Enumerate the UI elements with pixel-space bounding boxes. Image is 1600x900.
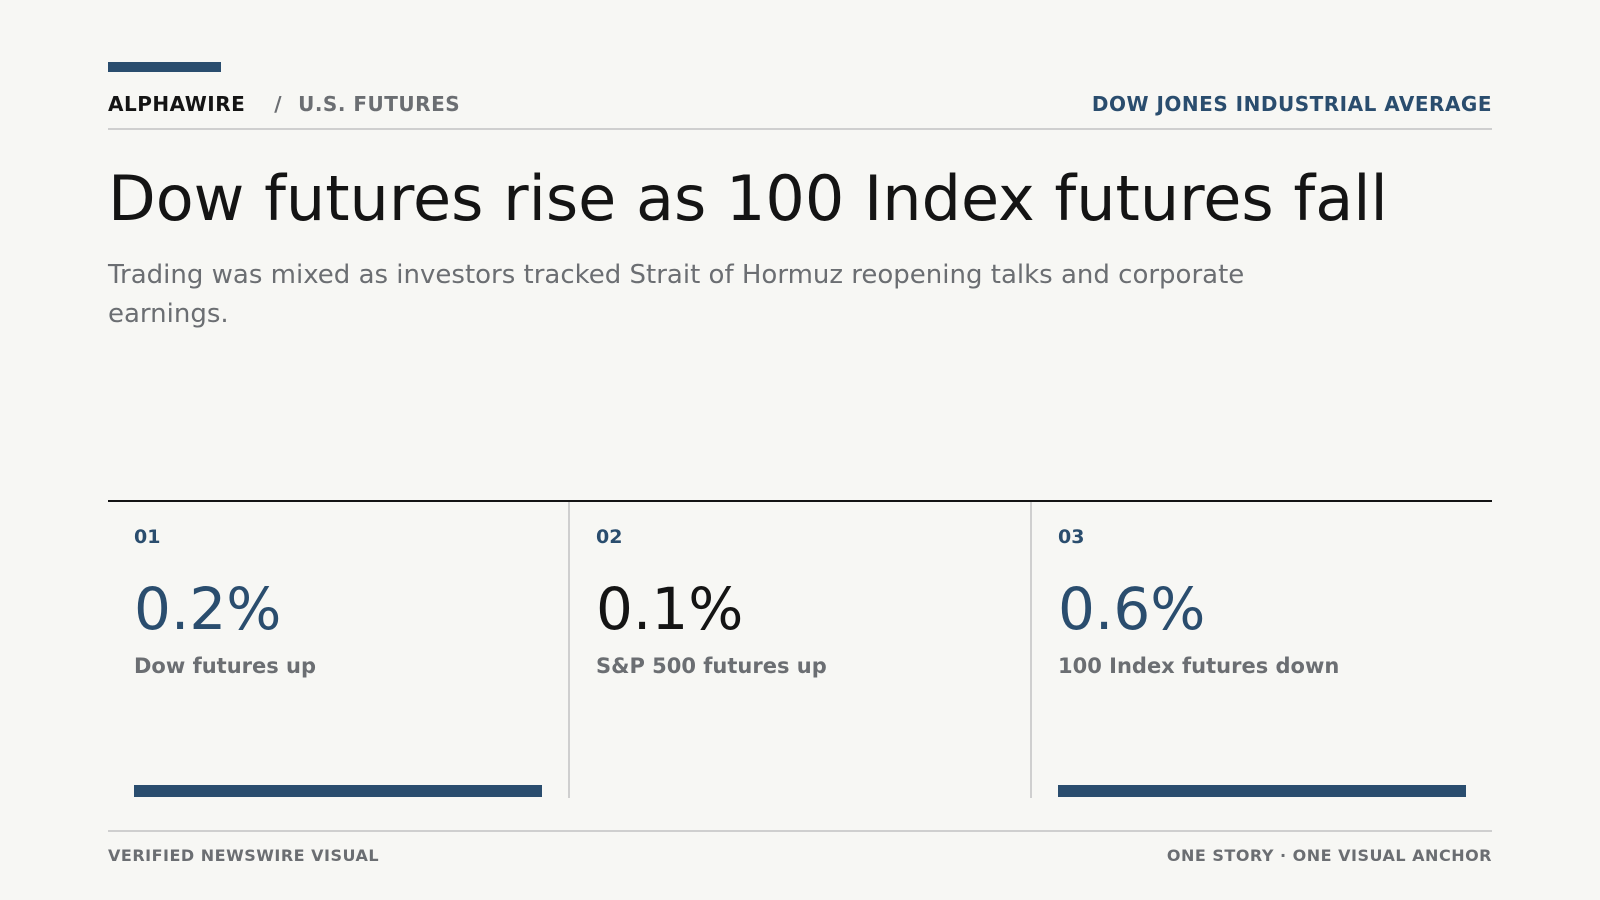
footer-right-label: ONE STORY · ONE VISUAL ANCHOR xyxy=(1166,846,1492,865)
stat-highlight-bar xyxy=(1058,785,1466,797)
topic-label[interactable]: DOW JONES INDUSTRIAL AVERAGE xyxy=(1091,92,1492,116)
header: ALPHAWIRE / U.S. FUTURES DOW JONES INDUS… xyxy=(108,92,1492,130)
stat-highlight-bar xyxy=(134,785,542,797)
section-name[interactable]: U.S. FUTURES xyxy=(298,92,461,116)
footer: VERIFIED NEWSWIRE VISUAL ONE STORY · ONE… xyxy=(108,830,1492,865)
stat-card-100-index: 03 0.6% 100 Index futures down xyxy=(1030,502,1492,798)
stats-panel: 01 0.2% Dow futures up 02 0.1% S&P 500 f… xyxy=(108,500,1492,798)
stat-label: S&P 500 futures up xyxy=(596,654,827,678)
headline: Dow futures rise as 100 Index futures fa… xyxy=(108,162,1388,235)
stat-card-sp500: 02 0.1% S&P 500 futures up xyxy=(568,502,1030,798)
dek: Trading was mixed as investors tracked S… xyxy=(108,260,1245,329)
stat-number: 02 xyxy=(596,526,623,548)
brand-name[interactable]: ALPHAWIRE xyxy=(108,92,246,116)
stat-label: Dow futures up xyxy=(134,654,317,678)
stat-card-dow: 01 0.2% Dow futures up xyxy=(108,502,568,798)
stat-number: 01 xyxy=(134,526,161,548)
stat-label: 100 Index futures down xyxy=(1058,654,1340,678)
stat-value: 0.6% xyxy=(1058,575,1206,643)
header-accent-bar xyxy=(108,62,221,72)
stat-number: 03 xyxy=(1058,526,1085,548)
footer-left-label: VERIFIED NEWSWIRE VISUAL xyxy=(108,846,380,865)
stat-value: 0.1% xyxy=(596,575,744,643)
breadcrumb-separator: / xyxy=(274,92,283,116)
stat-value: 0.2% xyxy=(134,575,282,643)
breadcrumb: ALPHAWIRE / U.S. FUTURES xyxy=(108,92,460,116)
